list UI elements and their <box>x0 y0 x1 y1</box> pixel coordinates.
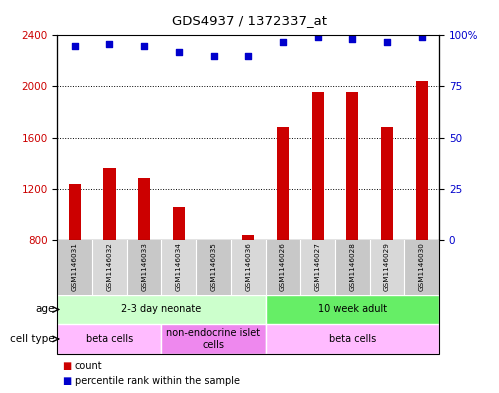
Text: GSM1146032: GSM1146032 <box>106 242 112 291</box>
Point <box>418 34 426 40</box>
Text: GSM1146030: GSM1146030 <box>419 242 425 291</box>
Bar <box>173 206 185 240</box>
Text: GSM1146034: GSM1146034 <box>176 242 182 291</box>
Bar <box>138 178 150 240</box>
Text: ■: ■ <box>62 376 72 386</box>
Text: beta cells: beta cells <box>86 334 133 344</box>
Bar <box>127 240 162 295</box>
Bar <box>162 324 265 354</box>
Text: cell type: cell type <box>10 334 55 344</box>
Point <box>175 49 183 55</box>
Bar <box>416 81 428 240</box>
Point <box>105 40 113 47</box>
Bar <box>103 168 115 240</box>
Bar <box>196 240 231 295</box>
Point <box>314 34 322 40</box>
Text: beta cells: beta cells <box>329 334 376 344</box>
Bar <box>346 92 358 240</box>
Text: GSM1146026: GSM1146026 <box>280 242 286 291</box>
Bar <box>265 240 300 295</box>
Text: GSM1146029: GSM1146029 <box>384 242 390 291</box>
Text: 2-3 day neonate: 2-3 day neonate <box>121 305 202 314</box>
Bar <box>277 127 289 240</box>
Point <box>140 42 148 49</box>
Bar <box>300 240 335 295</box>
Text: GSM1146027: GSM1146027 <box>315 242 321 291</box>
Text: percentile rank within the sample: percentile rank within the sample <box>75 376 240 386</box>
Text: GSM1146036: GSM1146036 <box>245 242 251 291</box>
Bar <box>231 240 265 295</box>
Bar <box>404 240 439 295</box>
Text: GSM1146035: GSM1146035 <box>211 242 217 291</box>
Bar <box>265 324 439 354</box>
Point <box>348 36 356 42</box>
Text: count: count <box>75 361 102 371</box>
Bar <box>57 324 162 354</box>
Bar <box>69 184 81 240</box>
Bar <box>57 295 265 324</box>
Bar <box>57 240 92 295</box>
Point <box>71 42 79 49</box>
Text: age: age <box>35 305 55 314</box>
Bar <box>92 240 127 295</box>
Text: non-endocrine islet
cells: non-endocrine islet cells <box>167 328 260 350</box>
Bar <box>370 240 404 295</box>
Bar <box>311 92 324 240</box>
Bar <box>381 127 393 240</box>
Bar <box>162 240 196 295</box>
Bar <box>242 235 254 240</box>
Text: GSM1146031: GSM1146031 <box>72 242 78 291</box>
Point <box>279 39 287 45</box>
Point <box>244 53 252 59</box>
Bar <box>265 295 439 324</box>
Text: GSM1146033: GSM1146033 <box>141 242 147 291</box>
Text: ■: ■ <box>62 361 72 371</box>
Text: GSM1146028: GSM1146028 <box>349 242 355 291</box>
Text: 10 week adult: 10 week adult <box>318 305 387 314</box>
Text: GDS4937 / 1372337_at: GDS4937 / 1372337_at <box>172 14 327 27</box>
Bar <box>335 240 370 295</box>
Point <box>383 39 391 45</box>
Point <box>210 53 218 59</box>
